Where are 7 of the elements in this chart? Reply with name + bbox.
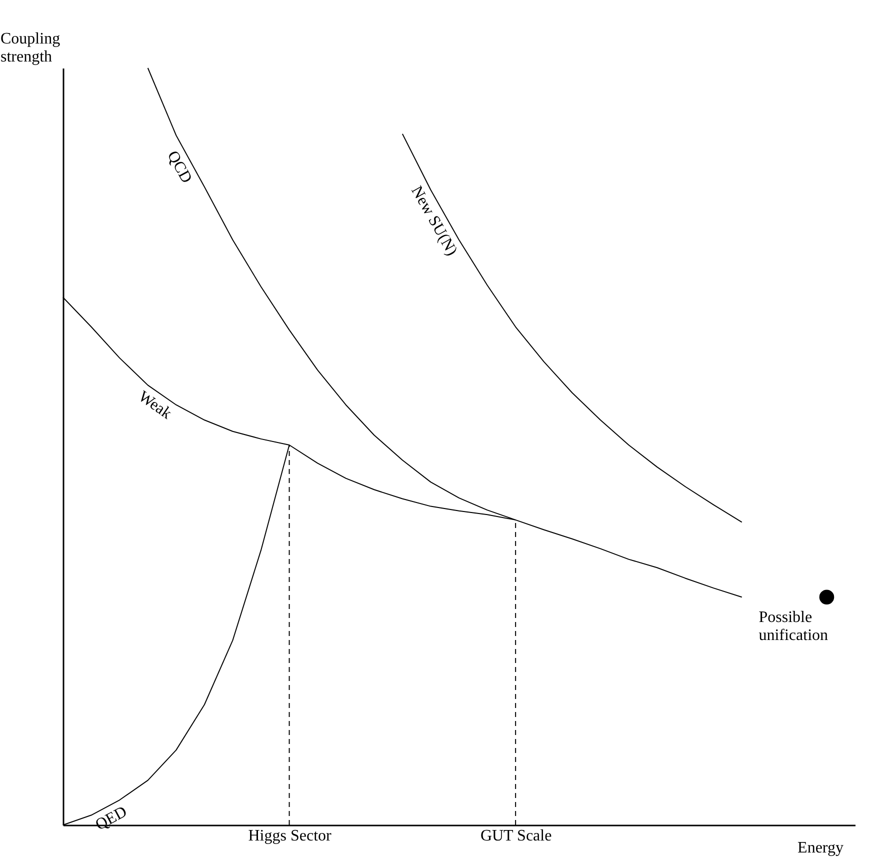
x-tick-label: Higgs Sector bbox=[248, 828, 332, 844]
y-axis-title: Coupling strength bbox=[0, 30, 60, 66]
text: QCD bbox=[164, 148, 195, 186]
x-axis-title: Energy bbox=[798, 840, 844, 856]
x-tick-label: GUT Scale bbox=[480, 828, 552, 844]
text: QED bbox=[92, 803, 130, 834]
annotation: Possible unification bbox=[758, 609, 828, 644]
